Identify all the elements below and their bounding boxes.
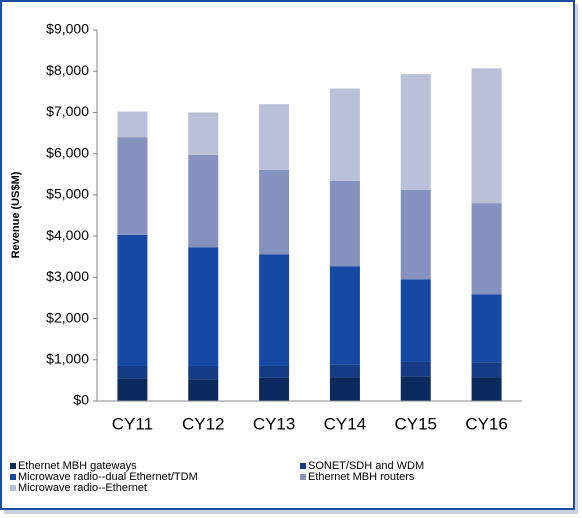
bar-segment	[188, 112, 219, 155]
bar-segment	[259, 254, 290, 366]
legend-label: Ethernet MBH routers	[308, 471, 415, 483]
legend-swatch	[10, 485, 16, 491]
bar-segment	[400, 74, 431, 190]
bar-segment	[471, 203, 502, 295]
bar-segment	[471, 362, 502, 378]
bar-segment	[329, 88, 360, 181]
y-axis-label: Revenue (US$M)	[10, 171, 22, 258]
y-tick-label: $5,000	[46, 186, 89, 202]
legend-label: Ethernet MBH gateways	[18, 460, 137, 472]
bar-segment	[259, 104, 290, 170]
legend-label: SONET/SDH and WDM	[308, 460, 424, 472]
bar-segment	[188, 247, 219, 366]
bar-segment	[400, 189, 431, 280]
bar-segment	[329, 364, 360, 378]
y-tick-label: $1,000	[46, 350, 89, 366]
bar-segment	[188, 154, 219, 248]
y-tick-label: $9,000	[46, 21, 89, 37]
bar-segment	[117, 111, 148, 138]
legend-label: Microwave radio--dual Ethernet/TDM	[18, 471, 198, 483]
bar-segment	[329, 377, 360, 401]
bar-segment	[259, 365, 290, 378]
x-tick-label: CY12	[182, 414, 225, 433]
bar-segment	[117, 137, 148, 235]
bar-segment	[400, 361, 431, 377]
bar-segment	[188, 379, 219, 401]
y-tick-label: $6,000	[46, 144, 89, 160]
y-tick-label: $4,000	[46, 227, 89, 243]
bar-segment	[117, 365, 148, 379]
y-tick-label: $0	[73, 392, 89, 408]
y-tick-label: $2,000	[46, 309, 89, 325]
x-tick-label: CY13	[253, 414, 296, 433]
y-tick-label: $7,000	[46, 103, 89, 119]
x-tick-label: CY16	[465, 414, 508, 433]
bar-segment	[259, 169, 290, 255]
legend-swatch	[300, 474, 306, 480]
bar-segment	[471, 377, 502, 401]
bar-segment	[117, 378, 148, 401]
legend-swatch	[10, 474, 16, 480]
bar-segment	[259, 377, 290, 401]
legend-swatch	[300, 463, 306, 469]
bar-segment	[329, 266, 360, 365]
y-tick-label: $3,000	[46, 268, 89, 284]
bar-segment	[400, 376, 431, 401]
x-tick-label: CY11	[112, 414, 153, 433]
bar-segment	[188, 365, 219, 380]
bar-segment	[471, 294, 502, 363]
bar-segment	[400, 279, 431, 362]
legend-label: Microwave radio--Ethernet	[18, 482, 147, 494]
legend-swatch	[10, 463, 16, 469]
x-tick-label: CY14	[324, 414, 367, 433]
bar-segment	[117, 234, 148, 366]
bar-segment	[471, 68, 502, 204]
y-tick-label: $8,000	[46, 62, 89, 78]
x-tick-label: CY15	[394, 414, 437, 433]
bar-segment	[329, 180, 360, 267]
